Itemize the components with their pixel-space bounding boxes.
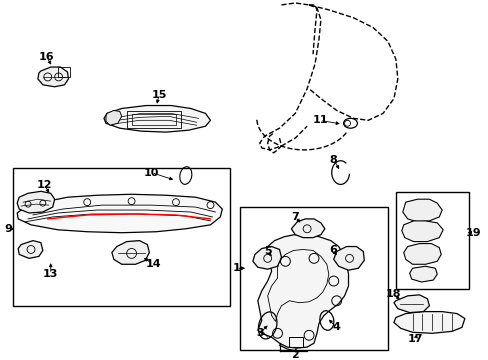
Polygon shape [106,111,122,125]
Polygon shape [17,194,222,233]
Polygon shape [252,247,281,269]
Text: 7: 7 [291,212,299,222]
Polygon shape [17,191,55,213]
Polygon shape [257,235,348,348]
Text: 8: 8 [329,155,337,165]
Text: 18: 18 [386,289,401,299]
Bar [58,67,70,77]
Text: 12: 12 [37,180,52,190]
Text: 5: 5 [264,247,271,256]
Polygon shape [333,247,364,270]
Text: 6: 6 [328,246,336,256]
Polygon shape [409,266,436,282]
Polygon shape [18,240,43,258]
Bar [131,114,176,125]
Text: 19: 19 [465,228,481,238]
Text: 9: 9 [4,224,12,234]
Polygon shape [393,295,428,312]
Polygon shape [38,67,68,87]
Polygon shape [291,219,324,238]
Text: 13: 13 [43,269,58,279]
Polygon shape [403,244,440,264]
Text: 17: 17 [407,334,423,344]
Text: 1: 1 [232,263,240,273]
Bar [240,207,387,350]
Polygon shape [112,240,149,264]
Text: 14: 14 [145,259,161,269]
Polygon shape [104,105,210,132]
Polygon shape [402,199,441,222]
Bar [395,192,468,289]
Bar [126,112,181,128]
Text: 3: 3 [255,328,263,338]
Polygon shape [401,221,442,242]
Text: 10: 10 [143,167,159,177]
Text: 4: 4 [332,323,340,332]
Text: 2: 2 [291,350,299,360]
Text: 11: 11 [311,115,327,125]
Text: 16: 16 [39,52,55,62]
Bar [289,337,303,347]
Bar [13,168,230,306]
Text: 15: 15 [151,90,166,100]
Polygon shape [393,312,464,333]
